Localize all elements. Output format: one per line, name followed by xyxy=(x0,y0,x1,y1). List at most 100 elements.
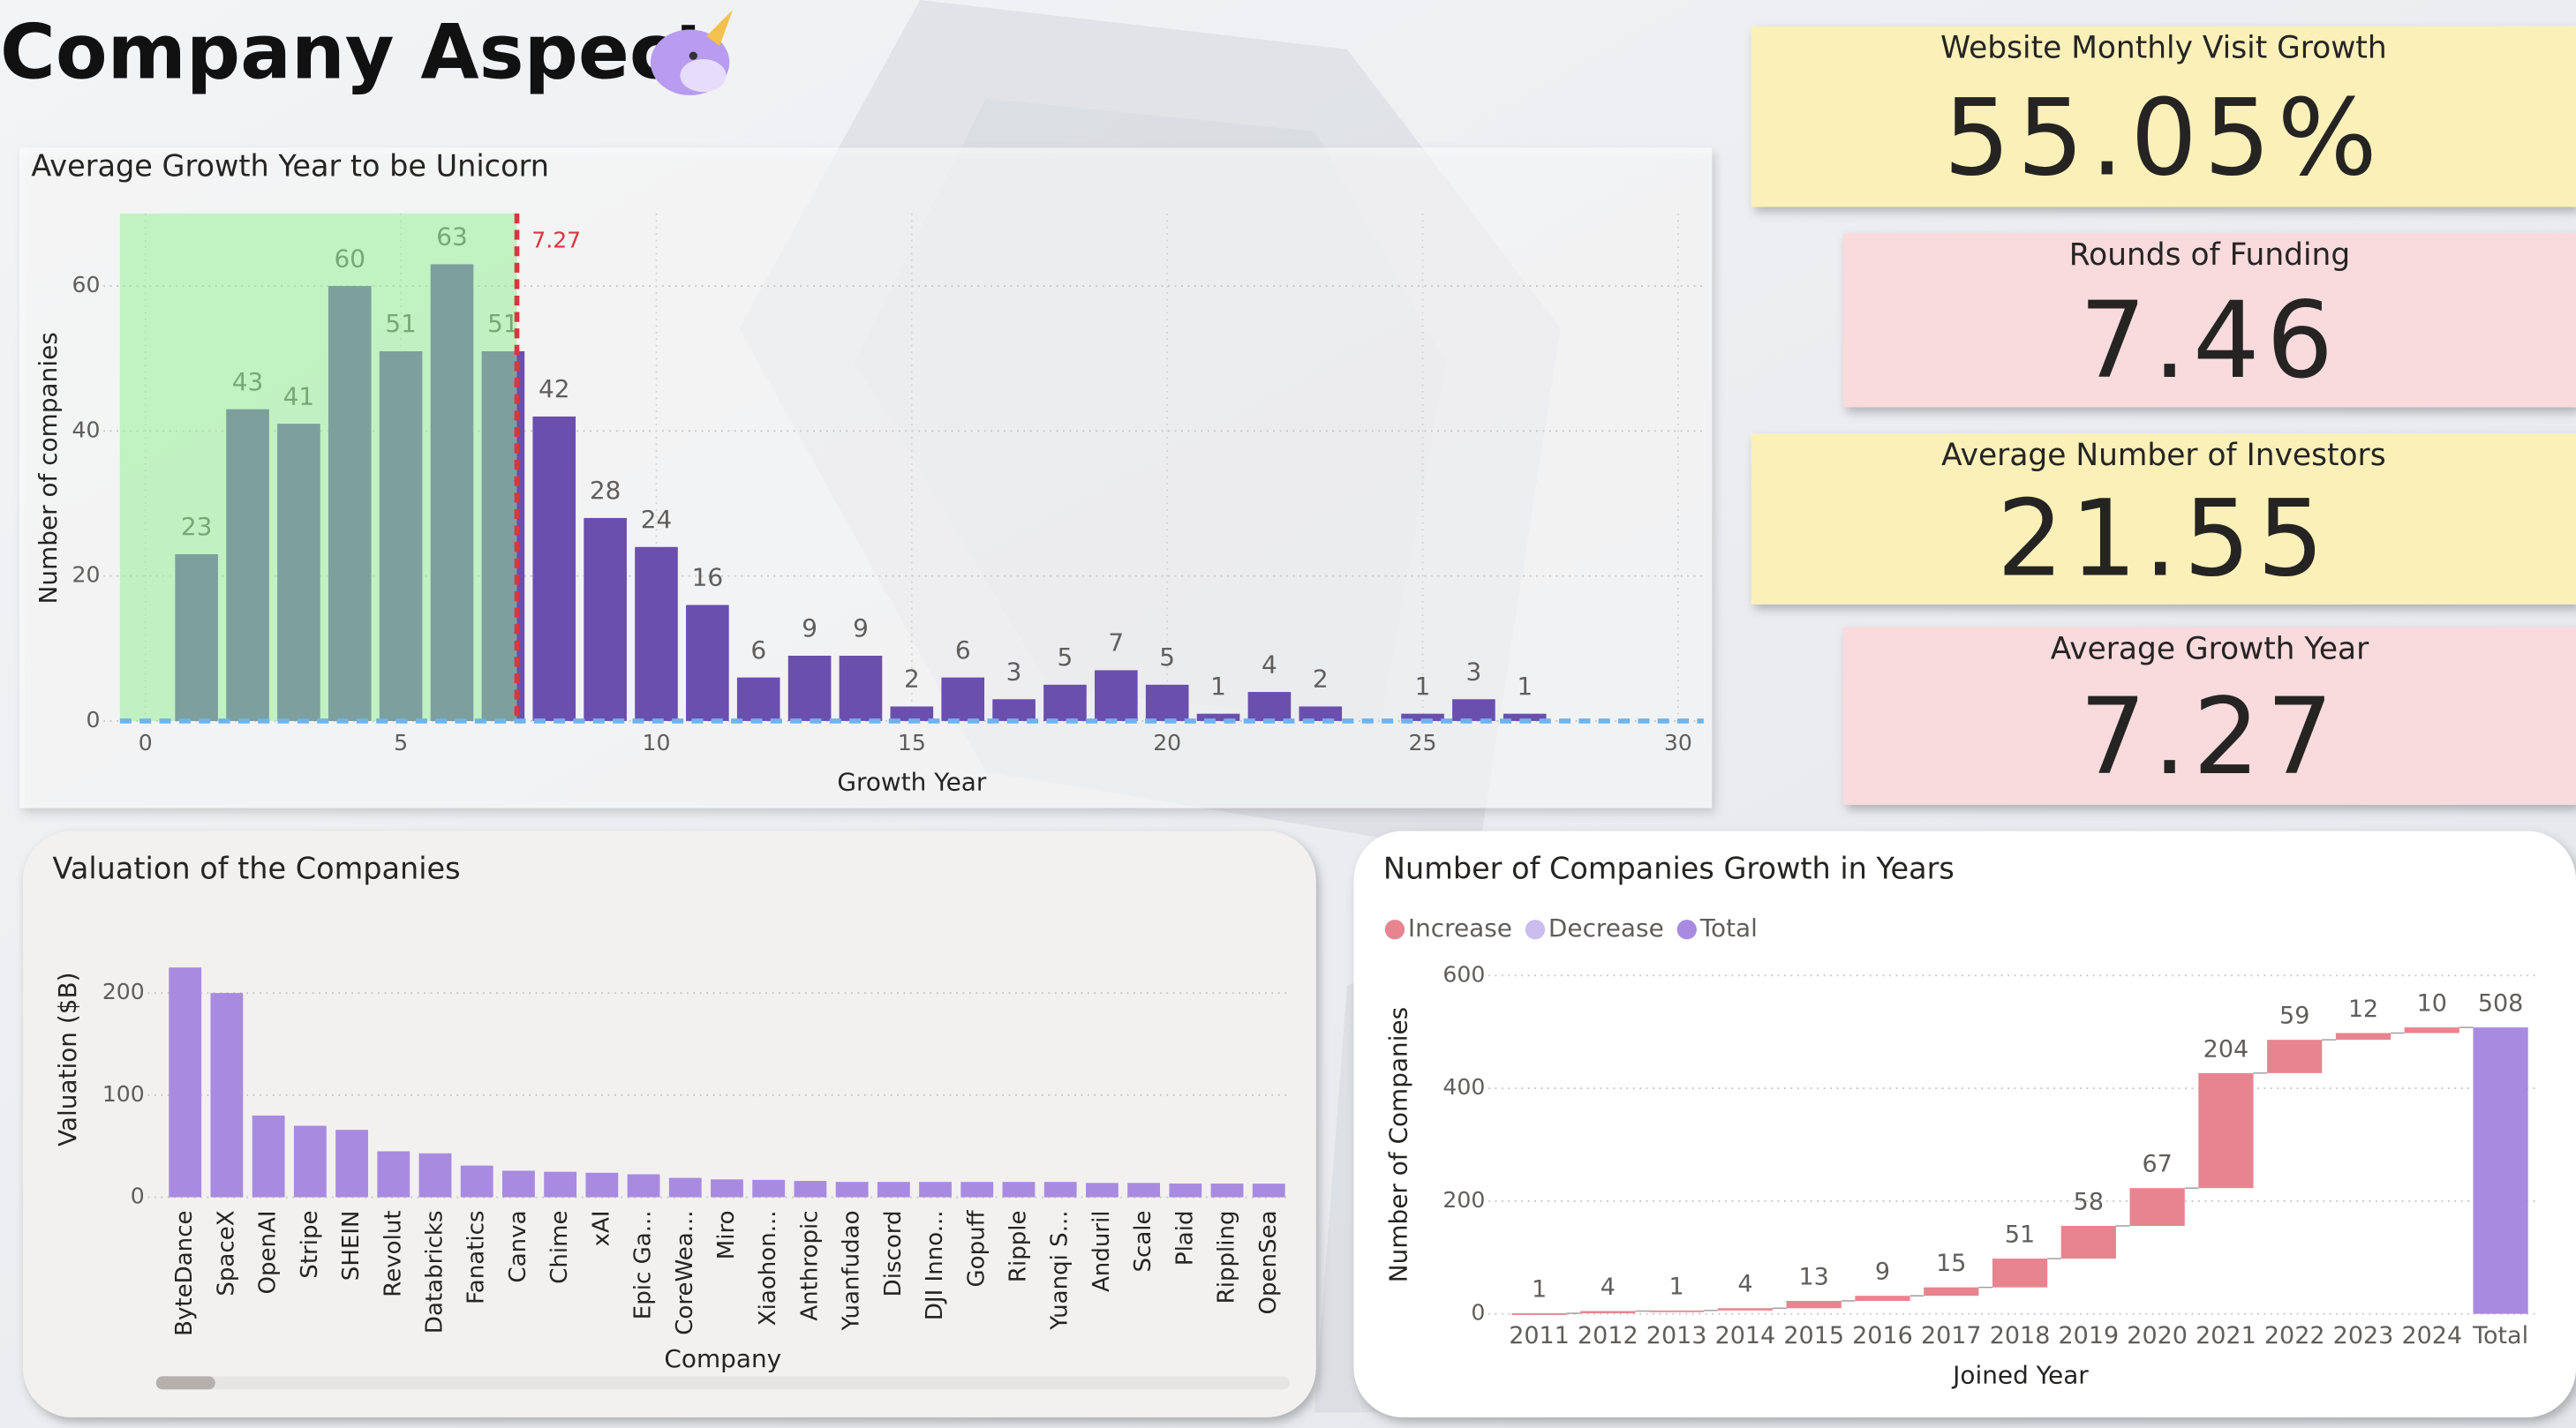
data-label: 9 xyxy=(1875,1259,1890,1286)
x-tick-label: SpaceX xyxy=(213,1210,239,1296)
waterfall-bar xyxy=(2335,1033,2391,1041)
x-axis-label: Joined Year xyxy=(1951,1360,2089,1389)
chart-title: Number of Companies Growth in Years xyxy=(1383,852,1955,886)
legend-marker xyxy=(1676,920,1697,940)
y-tick-label: 40 xyxy=(72,417,101,442)
waterfall-bar xyxy=(1511,1313,1567,1315)
waterfall-bar xyxy=(2404,1027,2459,1033)
kpi-value: 21.55 xyxy=(1997,478,2331,601)
bar xyxy=(584,517,627,721)
x-tick-label: 2016 xyxy=(1852,1322,1913,1349)
x-tick-label: Canva xyxy=(505,1210,531,1282)
waterfall-bar xyxy=(1580,1311,1636,1314)
x-tick-label: Scale xyxy=(1130,1210,1156,1272)
bar xyxy=(210,993,244,1198)
data-label: 9 xyxy=(802,613,817,643)
bar xyxy=(1043,1182,1077,1198)
x-tick-label: DJI Inno... xyxy=(922,1210,948,1320)
data-label: 3 xyxy=(1006,657,1022,686)
kpi-label: Average Growth Year xyxy=(2051,631,2369,666)
x-tick-label: 20 xyxy=(1153,730,1181,755)
x-tick-label: SHEIN xyxy=(338,1210,365,1281)
x-tick-label: 2017 xyxy=(1921,1322,1982,1349)
legend-label: Decrease xyxy=(1548,913,1664,943)
data-label: 6 xyxy=(955,635,971,665)
x-tick-label: 25 xyxy=(1409,730,1437,755)
bar xyxy=(377,1151,411,1198)
data-label: 10 xyxy=(2417,990,2447,1018)
waterfall-bar xyxy=(1924,1287,1979,1296)
scrollbar-thumb xyxy=(155,1376,215,1390)
bar xyxy=(890,706,934,721)
data-label: 4 xyxy=(1601,1274,1616,1301)
below-average-region xyxy=(119,213,517,721)
x-axis-label: Company xyxy=(664,1344,781,1373)
bar xyxy=(627,1174,660,1198)
x-tick-label: 2022 xyxy=(2264,1322,2325,1349)
bar xyxy=(1196,713,1240,721)
kpi-label: Rounds of Funding xyxy=(2069,237,2350,273)
unicorn-icon xyxy=(650,10,733,95)
kpi-card xyxy=(1751,26,2576,207)
data-label: 1 xyxy=(1669,1273,1684,1300)
x-tick-label: Anduril xyxy=(1088,1210,1115,1292)
x-tick-label: 2012 xyxy=(1578,1322,1638,1349)
waterfall-bar xyxy=(1717,1308,1774,1311)
y-tick-label: 20 xyxy=(72,562,101,588)
bar xyxy=(686,605,729,721)
x-tick-label: Rippling xyxy=(1214,1210,1240,1304)
data-label: 5 xyxy=(1159,643,1175,672)
x-tick-label: 2023 xyxy=(2333,1322,2394,1349)
data-label: 12 xyxy=(2348,996,2378,1023)
bar xyxy=(794,1181,827,1198)
chart-title: Valuation of the Companies xyxy=(53,852,461,886)
y-tick-label: 600 xyxy=(1442,961,1485,987)
x-tick-label: 15 xyxy=(898,730,926,755)
y-tick-label: 0 xyxy=(131,1184,145,1209)
waterfall-bar xyxy=(2129,1188,2185,1227)
x-tick-label: 2014 xyxy=(1715,1322,1776,1349)
waterfall-bar xyxy=(1649,1310,1705,1312)
bar xyxy=(919,1182,952,1198)
y-axis-label: Number of Companies xyxy=(1384,1007,1413,1282)
x-tick-label: 5 xyxy=(394,730,408,755)
x-tick-label: Gopuff xyxy=(963,1209,990,1287)
y-tick-label: 200 xyxy=(102,979,145,1004)
x-tick-label: Miro xyxy=(713,1210,740,1259)
x-tick-label: Epic Ga... xyxy=(630,1210,657,1319)
bar xyxy=(635,546,678,721)
kpi-label: Website Monthly Visit Growth xyxy=(1940,30,2387,65)
data-label: 4 xyxy=(1737,1271,1752,1298)
x-tick-label: 2013 xyxy=(1646,1322,1707,1349)
bar xyxy=(1247,692,1292,721)
x-tick-label: Anthropic xyxy=(796,1210,823,1320)
waterfall-bar xyxy=(1992,1259,2048,1288)
x-tick-label: xAI xyxy=(588,1210,614,1246)
x-tick-label: 2020 xyxy=(2127,1322,2188,1349)
bar xyxy=(1043,684,1087,721)
data-label: 1 xyxy=(1532,1275,1547,1303)
data-label: 5 xyxy=(1058,643,1073,672)
bar xyxy=(1210,1184,1244,1198)
data-label: 1 xyxy=(1415,672,1431,701)
data-label: 2 xyxy=(904,665,920,694)
data-label: 4 xyxy=(1262,650,1277,679)
x-tick-label: 2018 xyxy=(1990,1322,2051,1349)
legend-label: Increase xyxy=(1408,913,1512,943)
y-tick-label: 200 xyxy=(1442,1187,1485,1213)
bar xyxy=(711,1179,743,1198)
y-axis-label: Valuation ($B) xyxy=(53,972,82,1146)
data-label: 28 xyxy=(590,476,621,505)
total-bar xyxy=(2473,1027,2528,1314)
x-tick-label: Ripple xyxy=(1005,1210,1031,1282)
data-label: 59 xyxy=(2279,1003,2309,1030)
x-tick-label: Total xyxy=(2472,1322,2528,1349)
kpi-card xyxy=(1843,233,2576,408)
bar xyxy=(736,677,780,721)
x-tick-label: Yuanfudao xyxy=(839,1210,865,1331)
y-tick-label: 0 xyxy=(1471,1300,1485,1326)
data-label: 15 xyxy=(1936,1250,1966,1277)
bar xyxy=(839,655,883,721)
reference-label: 7.27 xyxy=(531,228,581,253)
x-tick-label: CoreWea... xyxy=(672,1210,698,1334)
